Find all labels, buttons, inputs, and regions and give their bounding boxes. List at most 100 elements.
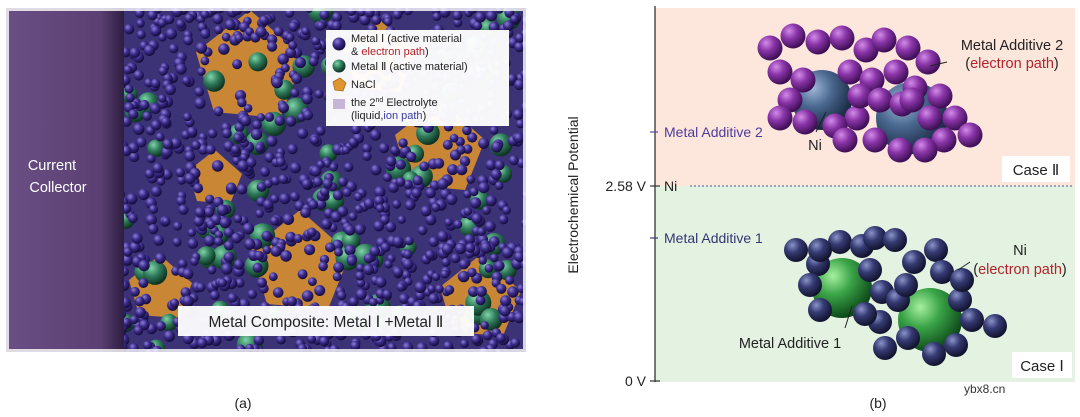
metal1-particle (383, 17, 393, 27)
metal1-particle (395, 159, 406, 170)
electrolyte-legend-icon (333, 99, 345, 109)
metal1-particle (237, 160, 249, 172)
metal1-particle (137, 188, 150, 201)
metal1-particle (190, 257, 199, 266)
metal1-particle (447, 164, 459, 176)
metal1-particle (177, 175, 187, 185)
metal1-particle (273, 26, 284, 37)
metal1-particle (253, 334, 265, 346)
legend-electrolyte-line2: (liquid,ion path) (351, 110, 426, 122)
metal1-particle (480, 321, 489, 330)
metal1-particle (135, 307, 146, 318)
metal1-particle (203, 206, 215, 218)
metal1-particle (176, 196, 186, 206)
metal1-particle (276, 334, 286, 345)
metal1-particle (463, 207, 473, 216)
metal1-particle (278, 102, 289, 114)
metal1-particle (384, 260, 393, 269)
metal1-particle (362, 151, 372, 161)
metal1-particle (444, 218, 453, 227)
metal1-particle (260, 166, 270, 177)
metal1-particle (414, 281, 427, 294)
metal1-particle (152, 162, 164, 174)
metal1-particle (437, 230, 449, 242)
metal1-particle (227, 293, 238, 303)
metal2-particle (203, 70, 225, 92)
metal1-particle (459, 259, 470, 270)
metal1-particle (234, 33, 244, 43)
metal1-particle (246, 157, 257, 168)
metal1-particle (144, 78, 154, 88)
metal1-particle (460, 339, 469, 349)
metal1-particle (344, 224, 356, 236)
metal1-particle (514, 251, 525, 263)
metal1-particle (197, 337, 208, 349)
additive2-particle (790, 67, 816, 93)
ni-particle (948, 288, 972, 312)
additive2-particle (867, 87, 893, 113)
metal1-particle (130, 286, 140, 297)
metal1-particle (512, 109, 524, 120)
metal1-particle (136, 137, 147, 148)
metal1-particle (294, 200, 305, 211)
metal1-particle (184, 13, 194, 23)
watermark: ybx8.cn (964, 382, 1005, 396)
metal1-particle (164, 84, 176, 96)
metal1-particle (412, 175, 423, 186)
metal2-legend-icon (332, 59, 346, 73)
metal1-particle (330, 211, 342, 223)
metal1-particle (169, 298, 180, 308)
metal1-particle (195, 42, 208, 54)
metal1-particle (155, 321, 166, 332)
metal1-particle (184, 150, 196, 162)
metal1-particle (319, 9, 330, 20)
metal1-particle (348, 137, 359, 148)
metal1-particle (300, 207, 311, 219)
metal1-particle (160, 117, 171, 127)
metal1-particle (264, 152, 275, 163)
metal1-particle (428, 236, 439, 247)
case1-box (1012, 352, 1072, 378)
metal1-particle (145, 214, 157, 226)
metal1-particle (153, 234, 165, 246)
metal1-particle (157, 18, 167, 28)
metal2-particle (147, 139, 165, 158)
metal1-particle (187, 228, 196, 237)
metal1-particle (221, 32, 231, 42)
current-collector-label-2: Collector (29, 180, 86, 196)
metal1-particle (373, 220, 385, 232)
metal1-particle (262, 199, 274, 210)
metal1-particle (139, 99, 150, 111)
metal1-particle (419, 161, 430, 172)
panel-b: Electrochemical Potential 2.58 V 0 V Ni … (565, 6, 1075, 411)
metal1-particle (302, 109, 314, 121)
metal1-particle (315, 198, 327, 210)
metal1-particle (176, 19, 186, 29)
metal1-particle (183, 35, 194, 46)
metal1-particle (336, 290, 347, 301)
metal1-particle (494, 160, 505, 171)
metal1-particle (319, 336, 330, 347)
metal1-particle (277, 53, 289, 65)
legend-metal1-line2: & electron path) (351, 46, 429, 58)
metal1-particle (182, 76, 191, 86)
metal1-particle (239, 153, 249, 162)
metal1-particle (142, 111, 152, 121)
metal1-particle (244, 238, 256, 250)
additive2-particle (829, 25, 855, 51)
metal1-particle (342, 187, 352, 197)
metal1-particle (132, 123, 145, 135)
metal1-particle (223, 227, 235, 238)
metal1-particle (456, 145, 466, 155)
metal1-particle (471, 334, 482, 345)
metal1-particle (261, 230, 272, 242)
caption-a: (a) (234, 395, 251, 411)
metal1-particle (271, 76, 283, 89)
metal1-particle (500, 295, 512, 307)
metal1-particle (369, 245, 381, 257)
metal1-particle (446, 193, 458, 205)
metal1-particle (348, 212, 358, 221)
ni-particle (808, 238, 832, 262)
metal1-particle (225, 182, 237, 194)
metal1-particle (471, 213, 483, 224)
